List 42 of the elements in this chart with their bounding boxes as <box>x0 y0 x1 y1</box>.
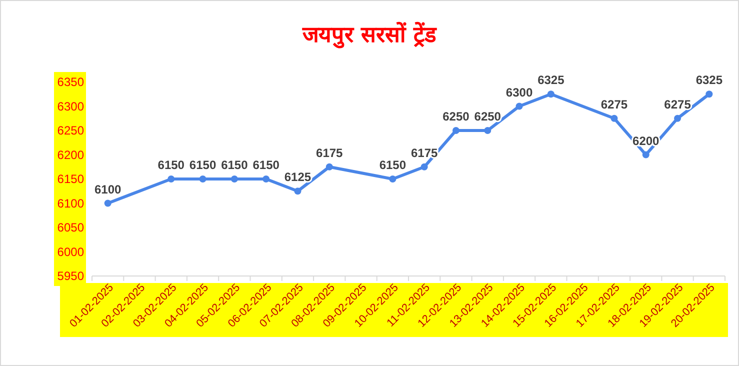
data-label: 6150 <box>252 158 280 172</box>
y-tick-label: 6250 <box>57 124 84 138</box>
point <box>642 151 650 158</box>
point <box>610 114 618 122</box>
data-label: 6150 <box>221 158 248 172</box>
point <box>452 127 460 134</box>
data-label: 6300 <box>506 85 533 100</box>
y-tick-label: 6300 <box>57 99 84 114</box>
y-tick-label: 6100 <box>57 196 84 210</box>
data-label: 6325 <box>538 73 565 88</box>
data-label: 6150 <box>158 158 185 172</box>
y-tick-label: 6350 <box>57 75 84 89</box>
point <box>104 200 112 207</box>
y-tick-label: 5950 <box>57 269 84 283</box>
point <box>674 114 682 122</box>
y-tick-label: 6000 <box>57 244 84 259</box>
point <box>294 188 302 195</box>
point <box>168 176 175 182</box>
y-tick-label: 6050 <box>57 220 84 234</box>
point <box>326 163 333 170</box>
point <box>547 90 554 98</box>
data-label: 6100 <box>94 182 122 196</box>
chart-title: जयपुर सरसों ट्रेंड <box>301 21 438 49</box>
data-label: 6275 <box>600 97 628 112</box>
data-label: 6150 <box>379 158 406 172</box>
point <box>484 127 492 134</box>
point <box>262 176 270 182</box>
point <box>516 102 523 110</box>
data-label: 6175 <box>316 146 344 160</box>
point <box>199 176 206 182</box>
y-tick-label: 6200 <box>57 148 84 162</box>
y-tick-label: 6150 <box>57 172 84 186</box>
data-label: 6150 <box>189 158 216 172</box>
data-label: 6125 <box>284 170 312 184</box>
point <box>230 176 238 182</box>
point <box>389 176 396 182</box>
data-label: 6275 <box>664 97 692 112</box>
data-label: 6250 <box>442 110 470 124</box>
point <box>420 163 428 170</box>
data-label: 6325 <box>696 73 723 88</box>
point <box>706 90 713 98</box>
data-label: 6250 <box>474 110 502 124</box>
